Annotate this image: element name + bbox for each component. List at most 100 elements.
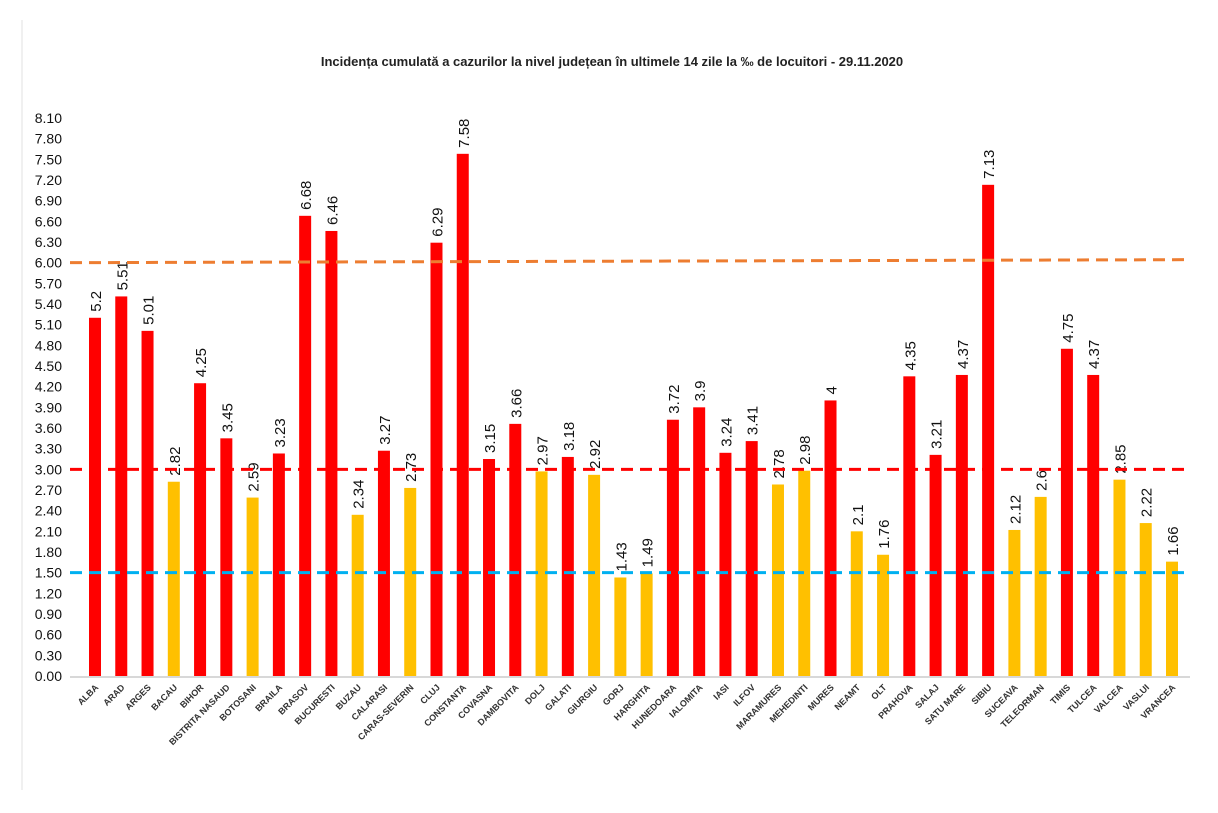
bar	[220, 438, 233, 676]
x-tick-label: VALCEA	[1092, 682, 1125, 715]
bar	[89, 317, 101, 676]
y-tick-label: 4.20	[35, 379, 62, 395]
data-label: 1.66	[1165, 526, 1182, 555]
bar	[614, 577, 627, 676]
data-label: 5.51	[114, 261, 131, 290]
bar	[1087, 374, 1100, 676]
bar	[929, 454, 942, 676]
bar	[325, 230, 338, 676]
y-tick-label: 0.60	[35, 627, 62, 643]
bar	[1113, 479, 1126, 676]
y-tick-label: 0.00	[35, 668, 62, 684]
x-tick-label: NEAMT	[832, 682, 862, 712]
y-tick-label: 2.70	[35, 482, 62, 498]
data-label: 2.73	[403, 453, 420, 482]
y-tick-label: 3.30	[35, 441, 62, 457]
y-tick-label: 0.90	[35, 606, 62, 622]
x-tick-label: DOLJ	[523, 682, 547, 706]
data-label: 3.21	[929, 420, 946, 449]
data-label: 3.9	[692, 380, 709, 401]
data-label: 3.41	[745, 406, 762, 435]
chart-title: Incidența cumulată a cazurilor la nivel …	[321, 54, 903, 69]
data-label: 2.12	[1007, 495, 1024, 524]
data-label: 3.27	[377, 416, 394, 445]
bar	[167, 481, 180, 676]
data-label: 2.82	[167, 447, 184, 476]
bar	[430, 242, 443, 676]
data-label: 2.98	[797, 436, 814, 465]
data-label: 3.24	[718, 418, 735, 447]
bar	[877, 554, 890, 676]
x-tick-label: CLUJ	[418, 682, 442, 706]
x-tick-label: BACAU	[149, 682, 179, 712]
bar	[194, 383, 207, 676]
data-label: 2.6	[1034, 470, 1051, 491]
bar	[666, 419, 679, 676]
y-tick-label: 2.40	[35, 503, 62, 519]
y-tick-label: 2.10	[35, 523, 62, 539]
data-label: 1.43	[613, 542, 630, 571]
data-label: 1.49	[640, 538, 657, 567]
y-tick-label: 7.50	[35, 151, 62, 167]
threshold-line	[69, 258, 1191, 265]
data-label: 7.58	[456, 119, 473, 148]
data-label: 4.25	[193, 348, 210, 377]
bar	[693, 407, 706, 676]
data-label: 5.01	[141, 296, 158, 325]
data-label: 6.68	[298, 181, 315, 210]
bar	[299, 215, 312, 677]
bar	[456, 153, 469, 677]
y-tick-label: 5.40	[35, 296, 62, 312]
data-label: 2.97	[535, 436, 552, 465]
data-label: 2.34	[351, 480, 368, 509]
data-label: 5.2	[88, 291, 105, 312]
y-tick-label: 6.60	[35, 213, 62, 229]
data-label: 3.72	[666, 385, 683, 414]
x-tick-label: IASI	[711, 682, 730, 701]
data-label: 4.37	[955, 340, 972, 369]
bar	[903, 376, 916, 676]
bar	[115, 296, 128, 676]
bar	[1060, 348, 1073, 676]
bar	[246, 497, 259, 676]
bar	[377, 450, 390, 676]
bar	[561, 456, 574, 676]
bar	[824, 400, 837, 676]
data-label: 2.92	[587, 440, 604, 469]
data-label: 7.13	[981, 150, 998, 179]
bar	[351, 514, 364, 676]
bar	[798, 470, 811, 676]
data-label: 3.23	[272, 418, 289, 447]
x-tick-label: MURES	[806, 682, 836, 712]
bar	[141, 330, 154, 676]
data-label: 1.76	[876, 520, 893, 549]
y-tick-label: 1.80	[35, 544, 62, 560]
data-label: 2.59	[246, 462, 263, 491]
y-tick-label: 7.20	[35, 172, 62, 188]
data-label: 2.85	[1112, 444, 1129, 473]
data-label: 2.1	[850, 504, 867, 525]
x-tick-label: SIBIU	[969, 682, 993, 706]
y-tick-label: 3.90	[35, 399, 62, 415]
data-label: 3.66	[508, 389, 525, 418]
bar	[719, 452, 732, 676]
y-tick-label: 6.90	[35, 193, 62, 209]
bar	[982, 184, 995, 677]
y-tick-label: 7.80	[35, 131, 62, 147]
bar	[272, 453, 285, 676]
data-label: 3.15	[482, 424, 499, 453]
y-tick-label: 8.10	[35, 110, 62, 126]
x-tick-label: TIMIS	[1048, 682, 1072, 706]
data-label: 2.78	[771, 449, 788, 478]
y-tick-label: 3.00	[35, 461, 62, 477]
bar	[483, 459, 496, 676]
data-label: 6.46	[324, 196, 341, 225]
data-label: 4	[824, 386, 841, 394]
data-label: 4.35	[902, 341, 919, 370]
data-label: 3.18	[561, 422, 578, 451]
y-tick-label: 5.70	[35, 275, 62, 291]
y-tick-label: 3.60	[35, 420, 62, 436]
data-label: 4.75	[1060, 314, 1077, 343]
y-tick-label: 1.20	[35, 585, 62, 601]
